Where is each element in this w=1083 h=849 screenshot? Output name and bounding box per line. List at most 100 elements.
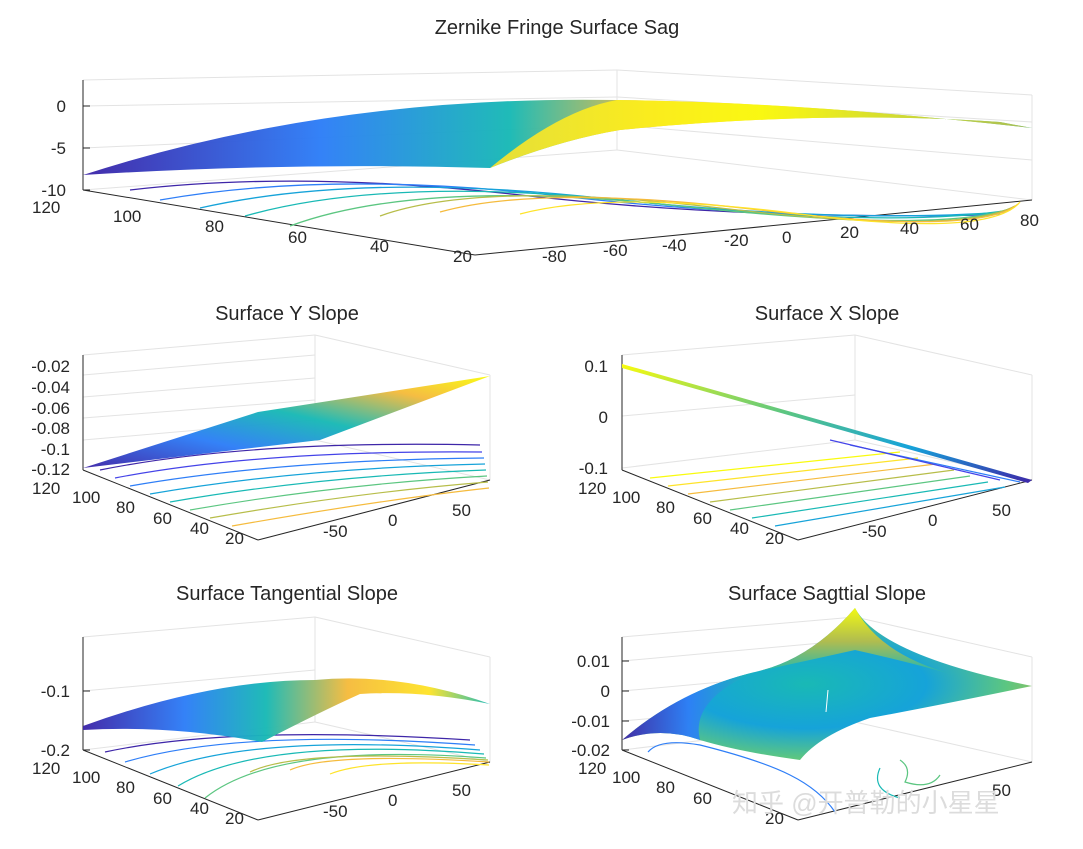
y-tick-label: 20: [453, 247, 472, 266]
y-tick-label: 40: [370, 237, 389, 256]
x-tick-label: 20: [840, 223, 859, 242]
y-tick-label: 100: [72, 488, 100, 507]
z-tick-labels: -0.02 -0.04 -0.06 -0.08 -0.1 -0.12: [31, 357, 70, 479]
z-tick-labels: 0.01 0 -0.01 -0.02: [571, 652, 629, 760]
panel-surface-sagittal-slope: Surface Sagttial Slope: [571, 583, 1033, 828]
y-tick-labels: 120 100 80 60 20: [578, 759, 784, 828]
y-tick-label: 120: [32, 198, 60, 217]
y-tick-label: 100: [612, 768, 640, 787]
axis-lines: [82, 637, 491, 821]
contour-lines: [129, 180, 1021, 227]
axis-lines: [621, 637, 1033, 821]
y-tick-label: 20: [765, 529, 784, 548]
z-tick-label: -0.02: [31, 357, 70, 376]
y-tick-label: 80: [656, 778, 675, 797]
x-tick-label: -60: [603, 241, 628, 260]
x-tick-label: 50: [452, 501, 471, 520]
chart-title: Surface X Slope: [755, 303, 900, 325]
y-tick-label: 60: [288, 228, 307, 247]
y-tick-label: 80: [205, 217, 224, 236]
z-tick-label: -0.01: [571, 712, 610, 731]
chart-title: Surface Sagttial Slope: [728, 583, 926, 605]
axis-lines: [621, 355, 1033, 541]
contour-lines: [647, 742, 941, 813]
x-tick-label: 60: [960, 215, 979, 234]
z-tick-label: 0: [599, 408, 608, 427]
x-tick-label: 0: [388, 511, 397, 530]
x-tick-label: 0: [928, 511, 937, 530]
z-tick-label: -0.08: [31, 419, 70, 438]
surface: [83, 376, 490, 468]
y-tick-label: 120: [32, 759, 60, 778]
z-tick-label: -0.1: [579, 459, 608, 478]
contour-lines: [649, 439, 1021, 527]
surface: [83, 678, 490, 742]
y-tick-label: 80: [116, 498, 135, 517]
surface: [622, 364, 1032, 483]
z-tick-labels: -0.1 -0.2: [41, 682, 90, 760]
z-tick-label: -0.2: [41, 741, 70, 760]
x-tick-label: 0: [782, 228, 791, 247]
x-tick-label: 80: [1020, 211, 1039, 230]
x-tick-label: -50: [862, 522, 887, 541]
z-tick-label: -0.1: [41, 682, 70, 701]
z-tick-label: 0: [601, 682, 610, 701]
z-tick-label: -0.02: [571, 741, 610, 760]
z-tick-label: 0.1: [584, 357, 608, 376]
z-tick-label: -0.12: [31, 460, 70, 479]
x-tick-label: -50: [323, 802, 348, 821]
y-tick-labels: 120 100 80 60 40 20: [32, 479, 244, 548]
panel-surface-x-slope: Surface X Slope: [578, 303, 1033, 548]
z-tick-labels: 0.1 0 -0.1: [579, 357, 608, 478]
z-tick-label: 0: [57, 97, 66, 116]
y-tick-label: 60: [693, 789, 712, 808]
y-tick-label: 40: [190, 519, 209, 538]
x-tick-label: 50: [992, 501, 1011, 520]
x-tick-label: -20: [724, 231, 749, 250]
y-tick-label: 100: [612, 488, 640, 507]
chart-title: Zernike Fringe Surface Sag: [435, 17, 680, 39]
x-tick-label: -80: [542, 247, 567, 266]
panel-surface-y-slope: Surface Y Slope: [31, 303, 491, 548]
contour-lines: [99, 443, 490, 527]
x-tick-label: 0: [388, 791, 397, 810]
z-tick-label: -5: [51, 139, 66, 158]
y-tick-label: 20: [225, 809, 244, 828]
x-tick-label: 40: [900, 219, 919, 238]
z-tick-label: -0.06: [31, 399, 70, 418]
panel-surface-tangential-slope: Surface Tangential Slope: [32, 583, 491, 828]
y-tick-label: 120: [578, 479, 606, 498]
x-tick-label: 50: [992, 781, 1011, 800]
x-tick-label: 50: [452, 781, 471, 800]
axis-lines: [82, 80, 1033, 256]
z-tick-label: -10: [41, 181, 66, 200]
axis-box: [82, 69, 1033, 201]
surface: [622, 608, 1032, 760]
x-tick-labels: 50: [992, 781, 1011, 800]
y-tick-label: 80: [116, 778, 135, 797]
y-tick-label: 60: [693, 509, 712, 528]
contour-lines: [104, 734, 490, 799]
y-tick-label: 20: [225, 529, 244, 548]
y-tick-label: 100: [113, 207, 141, 226]
surface: [83, 99, 1032, 175]
x-tick-labels: -50 0 50: [323, 501, 471, 541]
y-tick-label: 100: [72, 768, 100, 787]
x-tick-label: -40: [662, 236, 687, 255]
x-tick-label: -50: [323, 522, 348, 541]
z-tick-label: -0.1: [41, 440, 70, 459]
y-tick-label: 40: [190, 799, 209, 818]
y-tick-label: 60: [153, 789, 172, 808]
x-tick-labels: -80 -60 -40 -20 0 20 40 60 80: [542, 211, 1039, 266]
x-tick-labels: -50 0 50: [862, 501, 1011, 541]
y-tick-label: 80: [656, 498, 675, 517]
x-tick-labels: -50 0 50: [323, 781, 471, 821]
chart-title: Surface Tangential Slope: [176, 583, 398, 605]
y-tick-labels: 120 100 80 60 40 20: [578, 479, 784, 548]
axis-lines: [82, 355, 491, 541]
y-tick-label: 120: [32, 479, 60, 498]
y-tick-label: 120: [578, 759, 606, 778]
panel-surface-sag: Zernike Fringe Surface Sag: [32, 17, 1039, 266]
z-tick-labels: 0 -5 -10: [41, 97, 90, 200]
